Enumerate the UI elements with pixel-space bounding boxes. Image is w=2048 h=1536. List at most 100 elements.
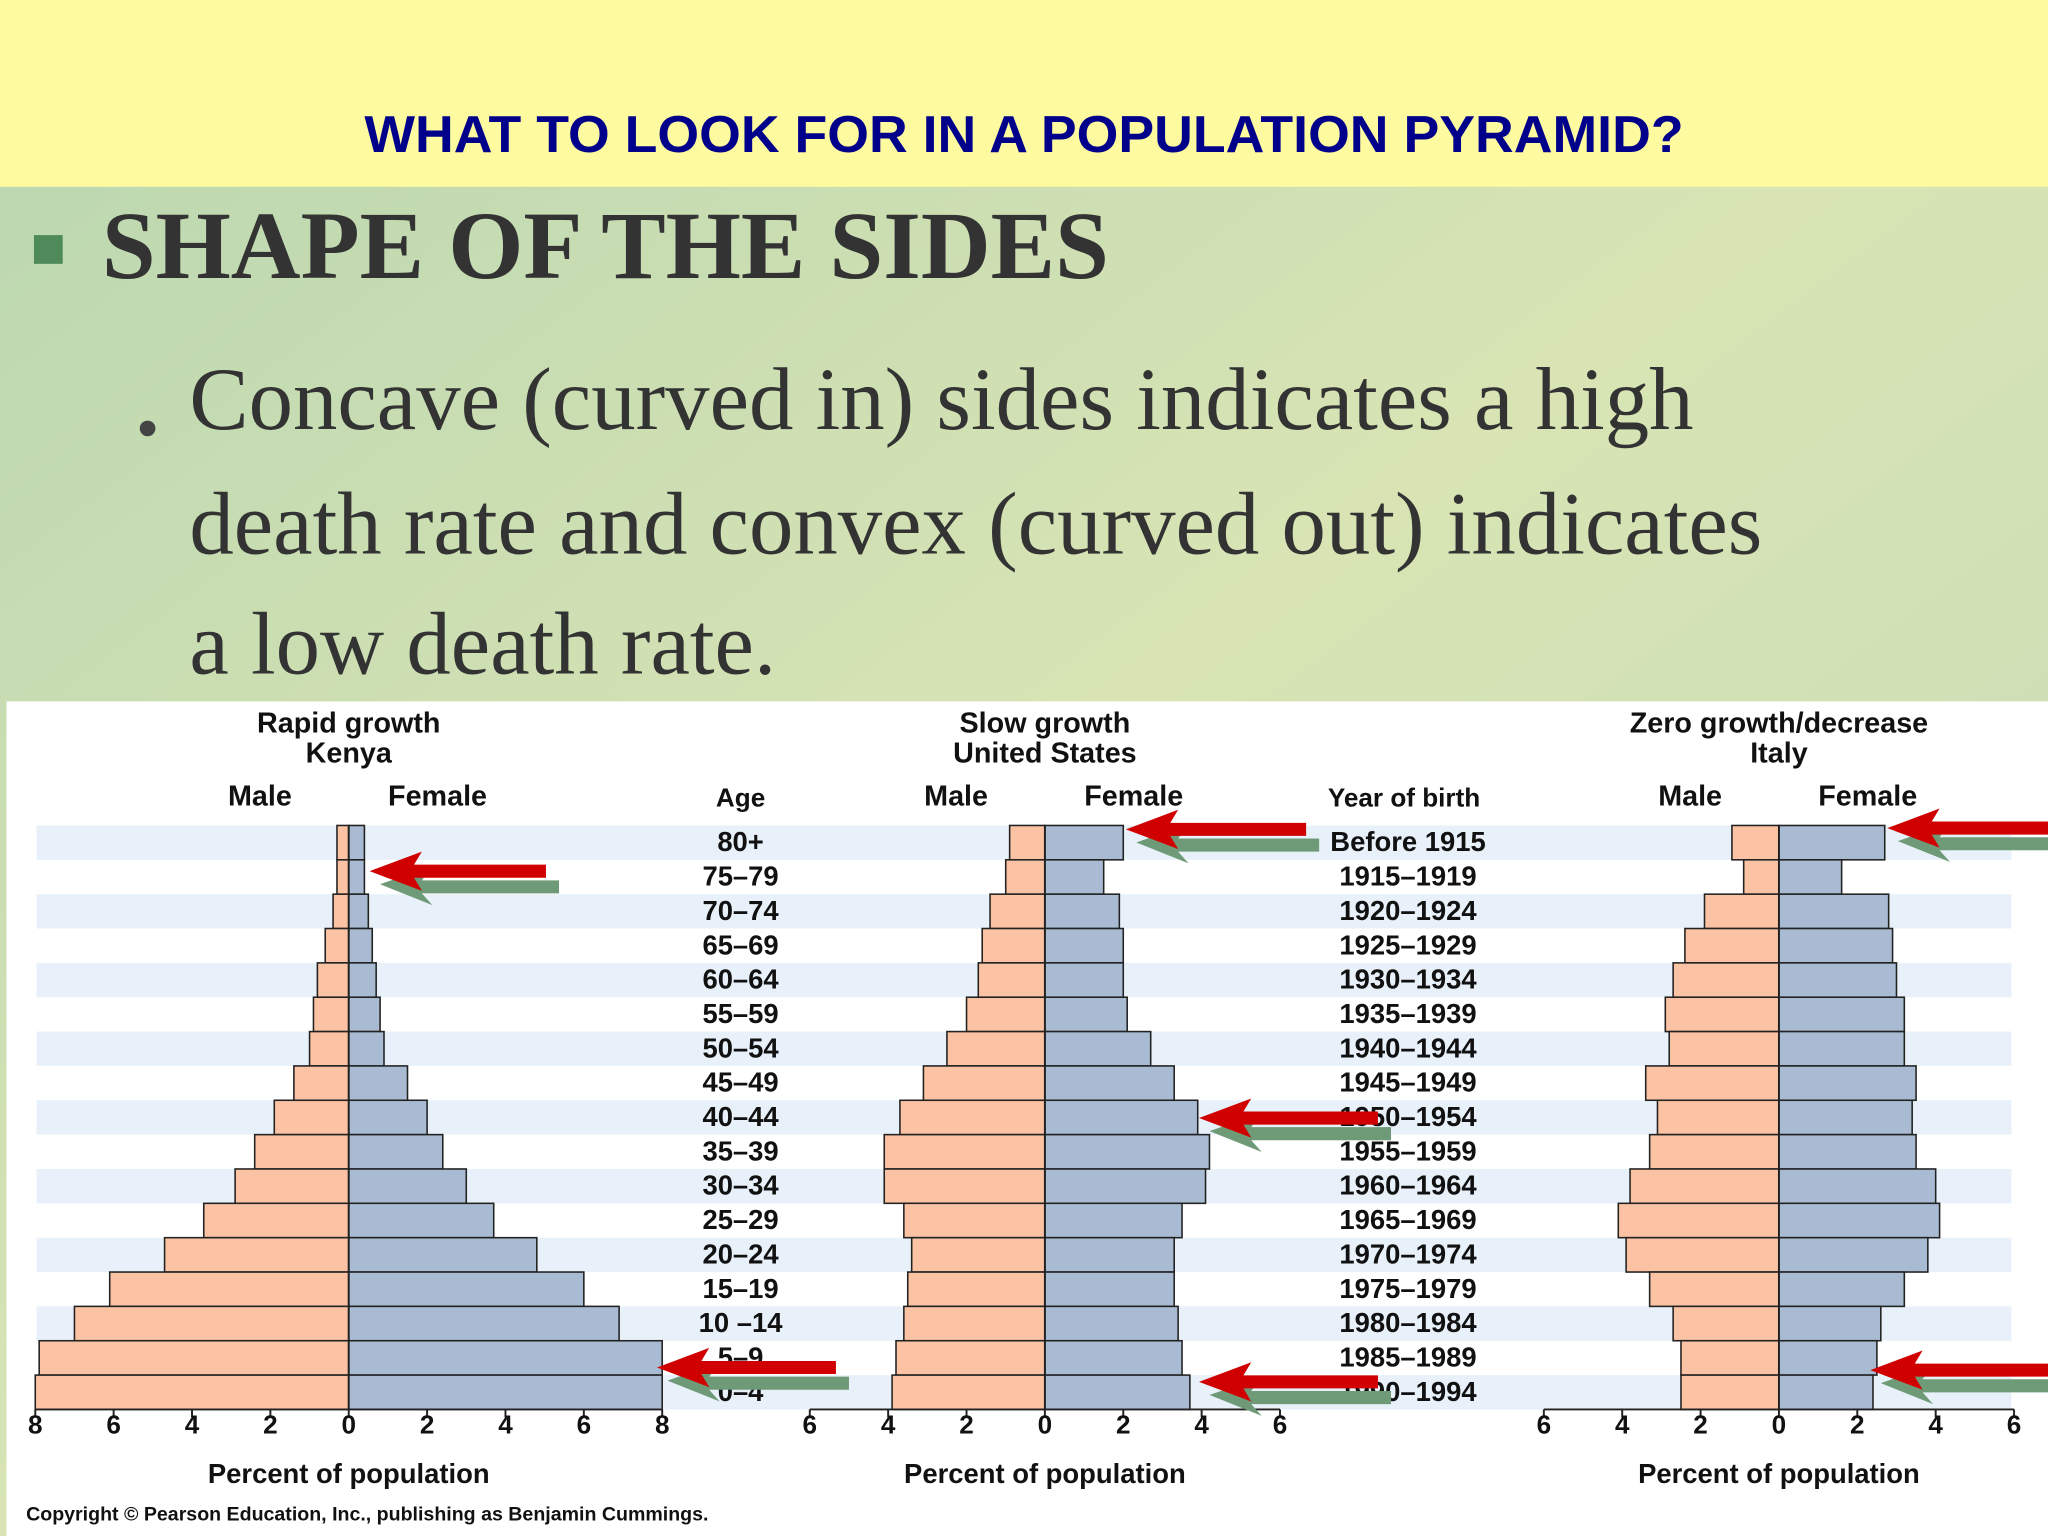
bar [1778, 1374, 1874, 1411]
bar [324, 927, 350, 964]
birth-year-label: 1920–1924 [1339, 895, 1477, 926]
bar [347, 1030, 385, 1067]
arrow-shadow [667, 1362, 849, 1402]
x-tick-label: 6 [1273, 1409, 1288, 1439]
x-tick-label: 2 [420, 1409, 435, 1439]
arrow-shadow [1209, 1112, 1392, 1152]
x-tick-label: 2 [1116, 1409, 1131, 1439]
age-label: 20–24 [702, 1238, 779, 1269]
x-tick-label: 0 [341, 1409, 356, 1439]
x-tick-label: 4 [185, 1409, 200, 1439]
bar [1044, 1374, 1191, 1411]
bar [1044, 962, 1125, 999]
bar [1778, 1133, 1917, 1170]
bullet-dot [139, 420, 156, 437]
bar [895, 1339, 1046, 1376]
birth-axis-label: Year of birth [1328, 782, 1480, 812]
age-label: 50–54 [702, 1032, 779, 1063]
bar [1664, 996, 1780, 1033]
bar [347, 1339, 663, 1376]
bar [1742, 859, 1780, 895]
bar [977, 962, 1046, 999]
bar [1008, 824, 1046, 861]
birth-year-label: 1930–1934 [1339, 964, 1477, 995]
bar [347, 1236, 538, 1273]
bar [1778, 1030, 1906, 1067]
chart-subtitle: Kenya [306, 738, 393, 770]
bar [253, 1133, 350, 1170]
bar [1044, 1133, 1211, 1170]
bar [234, 1168, 350, 1205]
bar [1778, 1339, 1878, 1376]
arrow [1870, 1350, 2048, 1390]
bar [1778, 1065, 1917, 1102]
legend-label: Male [924, 781, 988, 813]
bar [1684, 927, 1780, 964]
body-line: Concave (curved in) sides indicates a hi… [189, 351, 1693, 449]
bar [1625, 1236, 1780, 1273]
bar [347, 824, 366, 861]
bar [1778, 1305, 1882, 1342]
x-tick-label: 2 [1850, 1409, 1865, 1439]
bar [1004, 859, 1046, 895]
chart-title: Zero growth/decrease [1630, 707, 1928, 739]
bar [347, 1099, 428, 1136]
birth-year-label: 1970–1974 [1339, 1238, 1477, 1269]
bar [1044, 859, 1105, 895]
age-label: 75–79 [702, 861, 778, 892]
bar [946, 1030, 1046, 1067]
bar [347, 996, 381, 1033]
arrow [1199, 1362, 1378, 1402]
bar [1044, 927, 1125, 964]
bar [1629, 1168, 1780, 1205]
bar [899, 1099, 1046, 1136]
bar [1044, 824, 1125, 861]
bar [1672, 962, 1780, 999]
bar [1044, 893, 1121, 930]
bar [34, 1374, 350, 1411]
age-label: 55–59 [702, 998, 778, 1029]
legend-label: Male [1658, 781, 1722, 813]
birth-year-label: 1985–1989 [1339, 1341, 1476, 1372]
title-band [0, 0, 2048, 187]
bar [1044, 1271, 1175, 1308]
bar [347, 1202, 495, 1239]
bar [903, 1305, 1046, 1342]
bullet-square [33, 235, 63, 264]
bar [1778, 859, 1843, 895]
legend-label: Female [1084, 781, 1183, 813]
arrow [656, 1347, 836, 1388]
x-tick-label: 4 [1194, 1409, 1209, 1439]
bar [965, 996, 1046, 1033]
birth-year-label: 1935–1939 [1339, 998, 1476, 1029]
bar [1044, 1236, 1175, 1273]
chart-subtitle: Italy [1750, 738, 1807, 770]
birth-year-label: Before 1915 [1330, 826, 1485, 857]
age-label: 25–29 [702, 1204, 778, 1235]
charts: Age Year of birth80+75–7970–7465–6960–645… [28, 707, 2048, 1489]
bar [1044, 1339, 1183, 1376]
birth-year-label: 1945–1949 [1339, 1067, 1476, 1098]
chart-subtitle: United States [953, 738, 1137, 770]
age-label: 30–34 [702, 1170, 779, 1201]
age-label: 35–39 [702, 1135, 778, 1166]
x-tick-label: 6 [803, 1409, 818, 1439]
bar [989, 893, 1046, 930]
bar [1617, 1202, 1780, 1239]
bar [336, 859, 350, 895]
bar [312, 996, 350, 1033]
x-tick-label: 2 [1693, 1409, 1708, 1439]
birth-year-label: 1940–1944 [1339, 1032, 1477, 1063]
arrow-shadow [1136, 824, 1320, 864]
bar [347, 1168, 468, 1205]
x-axis-label: Percent of population [1638, 1458, 1920, 1489]
bar [163, 1236, 350, 1273]
bar [883, 1168, 1046, 1205]
birth-year-label: 1955–1959 [1339, 1135, 1476, 1166]
age-label: 70–74 [702, 895, 779, 926]
body-line: a low death rate. [189, 595, 776, 693]
x-tick-label: 4 [1615, 1409, 1630, 1439]
age-label: 80+ [717, 826, 764, 857]
bar [273, 1099, 350, 1136]
chart-title: Slow growth [960, 707, 1131, 739]
